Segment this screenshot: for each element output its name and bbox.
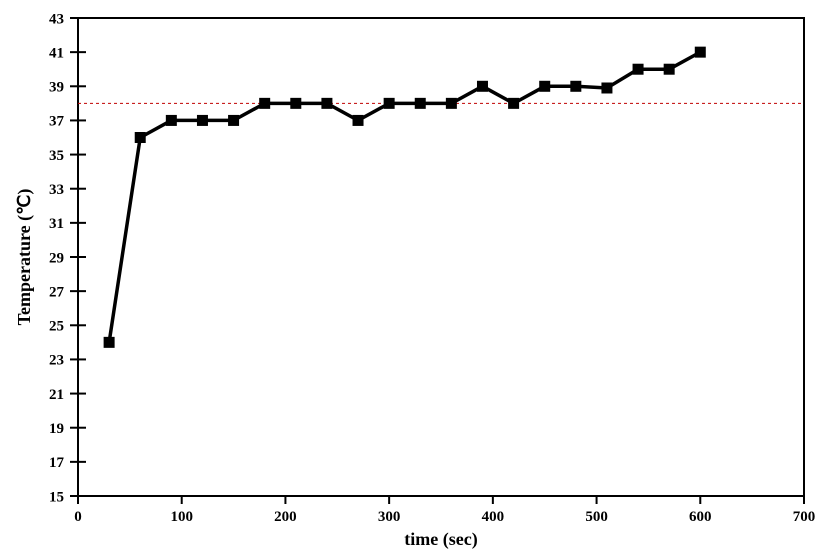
series-marker xyxy=(477,81,487,91)
x-tick-label: 0 xyxy=(74,509,82,525)
series-marker xyxy=(197,115,207,125)
series-marker xyxy=(540,81,550,91)
y-axis-title: Temperature (℃) xyxy=(14,189,35,326)
series-marker xyxy=(166,115,176,125)
y-tick-label: 23 xyxy=(49,353,64,369)
x-tick-label: 600 xyxy=(689,509,712,525)
series-marker xyxy=(229,115,239,125)
chart-svg: 0 100 200 300 400 500 600 700 time (sec) 15 17 19 21… xyxy=(0,0,840,558)
y-tick-label: 29 xyxy=(49,250,64,266)
series-marker xyxy=(633,64,643,74)
series-marker xyxy=(291,98,301,108)
y-tick-label: 37 xyxy=(49,114,65,130)
x-tick-label: 300 xyxy=(378,509,401,525)
series-marker xyxy=(602,83,612,93)
series-marker xyxy=(509,98,519,108)
y-tick-label: 27 xyxy=(49,284,65,300)
series-marker xyxy=(322,98,332,108)
series-line xyxy=(109,52,700,342)
y-tick-label: 15 xyxy=(49,489,64,505)
x-axis-title: time (sec) xyxy=(404,529,477,550)
y-tick-label: 33 xyxy=(49,182,64,198)
x-tick-label: 200 xyxy=(274,509,297,525)
y-tick-label: 25 xyxy=(49,319,64,335)
series-marker xyxy=(664,64,674,74)
y-tick-label: 41 xyxy=(49,45,64,61)
y-tick-label: 43 xyxy=(49,11,64,27)
x-tick-label: 700 xyxy=(793,509,816,525)
x-tick-label: 500 xyxy=(585,509,608,525)
plot-border xyxy=(78,18,804,496)
y-tick-label: 31 xyxy=(49,216,64,232)
series-marker xyxy=(695,47,705,57)
y-tick-label: 35 xyxy=(49,148,64,164)
x-tick-label: 100 xyxy=(170,509,193,525)
chart-container: 0 100 200 300 400 500 600 700 time (sec) 15 17 19 21… xyxy=(0,0,840,558)
x-tick-label: 400 xyxy=(482,509,505,525)
series-marker xyxy=(353,115,363,125)
y-tick-label: 21 xyxy=(49,387,64,403)
y-tick-label: 19 xyxy=(49,421,64,437)
series-marker xyxy=(571,81,581,91)
series-marker xyxy=(104,337,114,347)
series-marker xyxy=(384,98,394,108)
y-tick-label: 39 xyxy=(49,80,64,96)
y-tick-label: 17 xyxy=(49,455,65,471)
series-marker xyxy=(135,133,145,143)
series-marker xyxy=(415,98,425,108)
series-marker xyxy=(446,98,456,108)
series-marker xyxy=(260,98,270,108)
